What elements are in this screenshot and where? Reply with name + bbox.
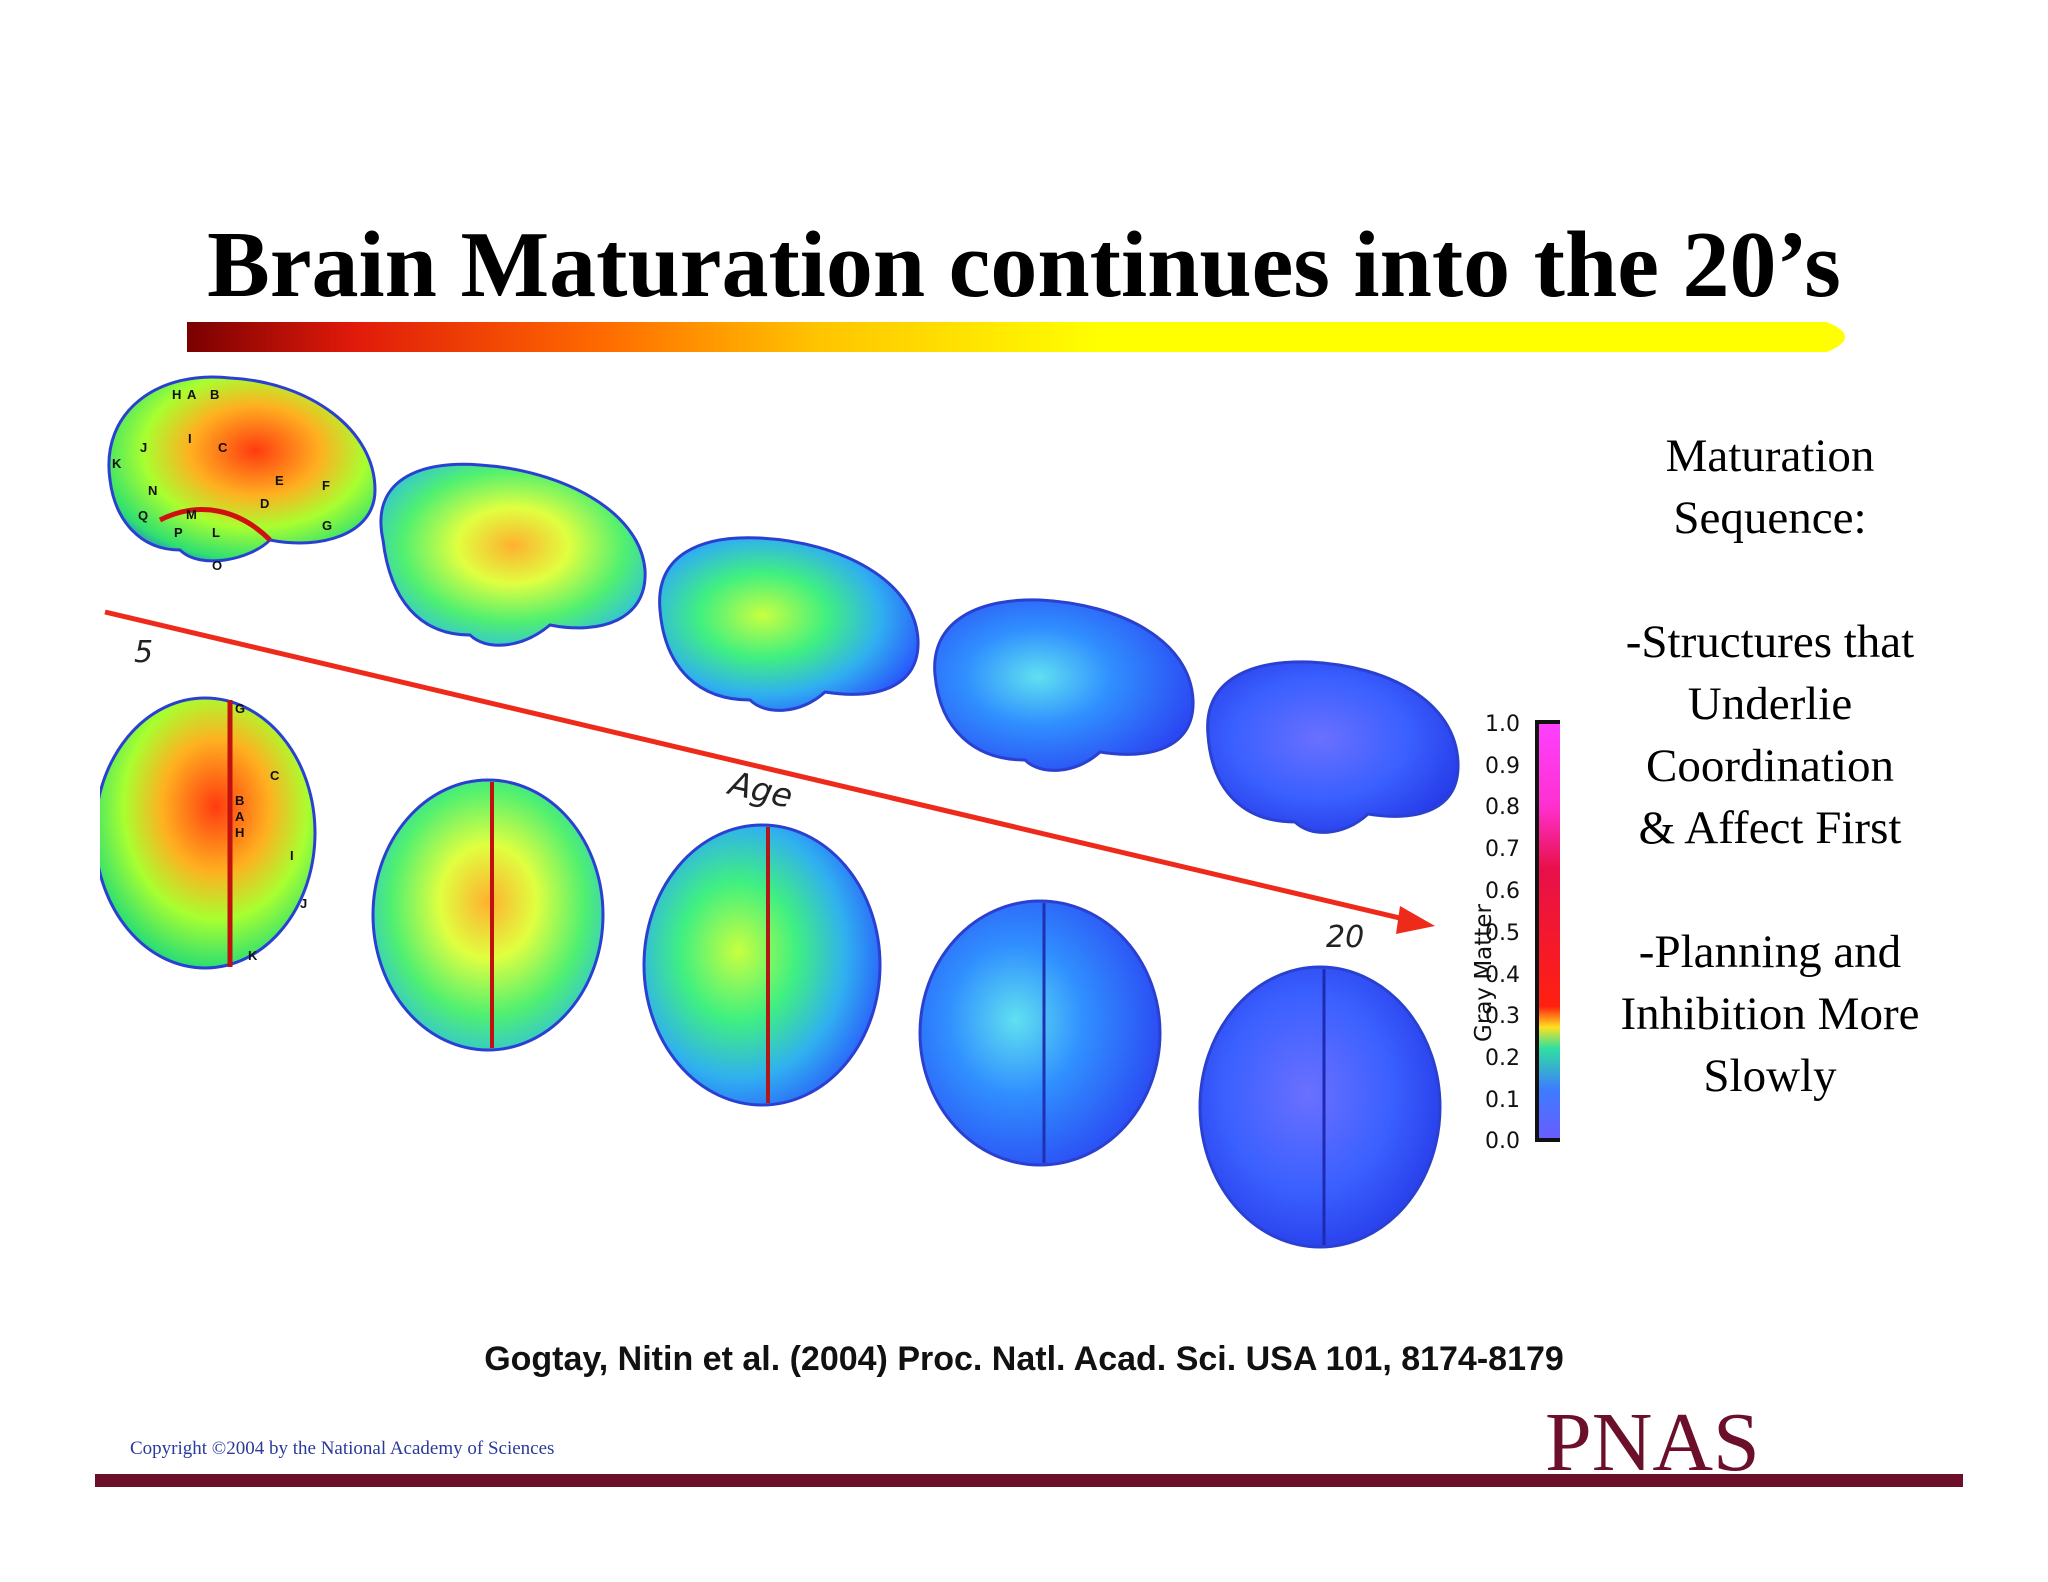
- sidebar-point2-line: -Planning and: [1638, 926, 1902, 978]
- svg-text:C: C: [270, 768, 280, 783]
- pnas-logo: PNAS: [1545, 1396, 1760, 1489]
- dorsal-brain-age-11: [642, 823, 882, 1107]
- svg-text:G: G: [235, 701, 245, 716]
- age-arrow: [104, 609, 1435, 934]
- copyright-notice: Copyright ©2004 by the National Academy …: [130, 1438, 555, 1459]
- title-gradient-bar: [187, 322, 1845, 352]
- lateral-brain-age-8: [379, 462, 647, 647]
- sidebar-point1-line: & Affect First: [1638, 802, 1902, 854]
- svg-text:J: J: [140, 440, 147, 455]
- maturation-sequence-text: Maturation Sequence: -Structures that Un…: [1570, 425, 1970, 1107]
- lateral-brain-age-20: [1206, 660, 1460, 834]
- colorbar-tick: 0.2: [1485, 1046, 1520, 1071]
- sidebar-heading-line: Maturation: [1665, 430, 1875, 482]
- svg-text:A: A: [187, 387, 197, 402]
- dorsal-brain-age-20: [1198, 965, 1442, 1249]
- citation: Gogtay, Nitin et al. (2004) Proc. Natl. …: [484, 1340, 1564, 1378]
- svg-text:L: L: [212, 525, 220, 540]
- svg-text:O: O: [212, 558, 222, 573]
- svg-text:H: H: [235, 825, 244, 840]
- svg-text:H: H: [172, 387, 181, 402]
- sidebar-point1-line: -Structures that: [1625, 616, 1915, 668]
- colorbar-tick: 0.8: [1485, 795, 1520, 820]
- svg-text:E: E: [275, 473, 284, 488]
- svg-text:G: G: [322, 518, 332, 533]
- svg-text:D: D: [260, 496, 269, 511]
- svg-text:I: I: [290, 848, 294, 863]
- svg-text:N: N: [148, 483, 157, 498]
- colorbar-tick: 0.9: [1485, 754, 1520, 779]
- svg-text:B: B: [210, 387, 219, 402]
- lateral-brain-age-11: [658, 536, 920, 712]
- dorsal-brain-age-15: [918, 899, 1162, 1167]
- sidebar-point2-line: Slowly: [1703, 1050, 1837, 1102]
- age-end-label: 20: [1326, 920, 1365, 955]
- sidebar-point1-line: Underlie: [1687, 678, 1853, 730]
- gray-matter-colorbar: [1535, 720, 1560, 1142]
- svg-text:A: A: [235, 809, 245, 824]
- svg-text:B: B: [235, 793, 244, 808]
- footer-divider: [95, 1474, 1963, 1487]
- sidebar-point2-line: Inhibition More: [1620, 988, 1920, 1040]
- svg-text:K: K: [112, 456, 122, 471]
- colorbar-tick: 0.1: [1485, 1088, 1520, 1113]
- colorbar-tick: 0.7: [1485, 837, 1520, 862]
- svg-text:C: C: [218, 440, 228, 455]
- age-start-label: 5: [134, 635, 154, 670]
- colorbar-tick: 1.0: [1485, 712, 1520, 737]
- colorbar-tick: 0.6: [1485, 879, 1520, 904]
- svg-text:M: M: [186, 507, 197, 522]
- svg-text:Q: Q: [138, 508, 148, 523]
- dorsal-region-labels: G C BA H I J K: [235, 701, 307, 963]
- svg-text:I: I: [188, 431, 192, 446]
- lateral-brain-age-15: [933, 598, 1195, 772]
- dorsal-brain-age-5: G C BA H I J K: [100, 696, 317, 970]
- dorsal-brain-age-8: [371, 778, 605, 1052]
- colorbar-tick: 0.0: [1485, 1129, 1520, 1154]
- slide-title: Brain Maturation continues into the 20’s: [207, 213, 1841, 317]
- svg-text:F: F: [322, 478, 330, 493]
- colorbar-title: Gray Matter: [1471, 904, 1497, 1042]
- colorbar-tick: 0.3: [1485, 1004, 1520, 1029]
- svg-text:K: K: [248, 948, 258, 963]
- colorbar-tick: 0.5: [1485, 921, 1520, 946]
- sidebar-heading-line: Sequence:: [1673, 492, 1867, 544]
- svg-text:P: P: [174, 525, 183, 540]
- svg-text:J: J: [300, 896, 307, 911]
- colorbar-tick: 0.4: [1485, 963, 1520, 988]
- sidebar-point1-line: Coordination: [1645, 740, 1895, 792]
